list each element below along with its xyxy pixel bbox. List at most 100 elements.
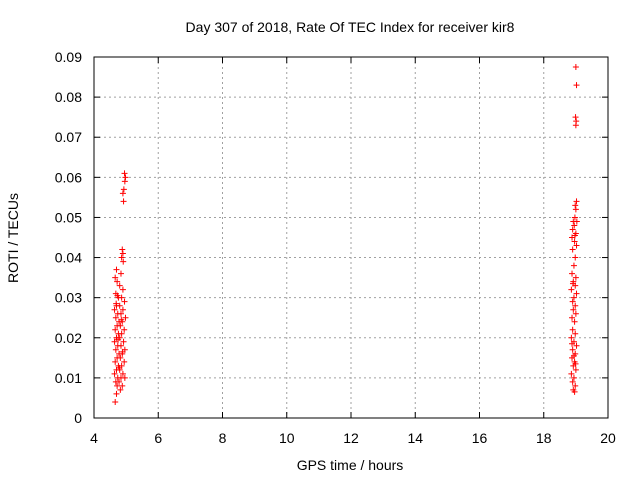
data-point (569, 314, 576, 321)
data-point (571, 214, 578, 221)
data-point (571, 238, 578, 245)
data-point (572, 206, 579, 213)
x-tick-label: 6 (154, 430, 162, 446)
data-point (121, 178, 128, 185)
data-point (121, 326, 128, 333)
data-point (570, 294, 577, 301)
data-point (573, 82, 580, 89)
y-tick-label: 0.04 (55, 250, 82, 266)
y-tick-label: 0 (74, 410, 82, 426)
data-point (116, 364, 123, 371)
data-point (116, 378, 123, 385)
y-tick-label: 0.08 (55, 89, 82, 105)
data-point (114, 278, 121, 285)
data-point (570, 352, 577, 359)
data-point (120, 186, 127, 193)
data-point (122, 174, 129, 181)
data-point (117, 354, 124, 361)
x-tick-label: 20 (600, 430, 616, 446)
data-point (117, 386, 124, 393)
chart-title: Day 307 of 2018, Rate Of TEC Index for r… (186, 19, 515, 35)
data-point (569, 346, 576, 353)
data-point (571, 388, 578, 395)
data-point (571, 318, 578, 325)
data-point (119, 286, 126, 293)
y-tick-label: 0.07 (55, 129, 82, 145)
data-point (115, 336, 122, 343)
data-point (119, 190, 126, 197)
data-point (120, 258, 127, 265)
data-point (119, 348, 126, 355)
data-point (117, 310, 124, 317)
data-point (569, 326, 576, 333)
data-point (111, 338, 118, 345)
y-tick-label: 0.06 (55, 169, 82, 185)
data-point (113, 390, 120, 397)
data-point (116, 282, 123, 289)
data-point (572, 114, 579, 121)
y-tick-label: 0.03 (55, 290, 82, 306)
data-point (571, 222, 578, 229)
x-tick-label: 4 (90, 430, 98, 446)
data-point (119, 306, 126, 313)
data-point (113, 300, 120, 307)
data-point (573, 242, 580, 249)
data-point (569, 226, 576, 233)
x-tick-label: 16 (472, 430, 488, 446)
data-point (118, 316, 125, 323)
data-point (572, 366, 579, 373)
data-point (119, 246, 126, 253)
data-point (119, 382, 126, 389)
axis-ticks: 4 6 8 10 12 14 16 18 20 0 0.01 0.02 0.03 0.04 0.05 0.06… (55, 49, 616, 446)
data-point (569, 378, 576, 385)
data-point (569, 270, 576, 277)
data-point (570, 306, 577, 313)
x-tick-label: 8 (219, 430, 227, 446)
data-points (111, 64, 580, 405)
data-point (569, 246, 576, 253)
y-tick-label: 0.02 (55, 330, 82, 346)
data-point (112, 358, 119, 365)
y-tick-label: 0.05 (55, 209, 82, 225)
data-point (573, 198, 580, 205)
data-point (572, 122, 579, 129)
data-point (112, 326, 119, 333)
data-point (119, 370, 126, 377)
data-point (112, 346, 119, 353)
data-point (112, 314, 119, 321)
data-point (114, 382, 121, 389)
data-point (117, 342, 124, 349)
data-point (117, 270, 124, 277)
data-point (120, 198, 127, 205)
grid (94, 57, 608, 418)
data-point (114, 292, 121, 299)
y-tick-label: 0.09 (55, 49, 82, 65)
data-point (113, 266, 120, 273)
data-point (572, 202, 579, 209)
data-point (121, 170, 128, 177)
data-point (572, 302, 579, 309)
data-point (111, 306, 118, 313)
data-point (120, 338, 127, 345)
data-point (570, 374, 577, 381)
y-axis-label: ROTI / TECUs (5, 193, 21, 283)
data-point (111, 370, 118, 377)
data-point (112, 398, 119, 405)
data-point (568, 334, 575, 341)
y-tick-label: 0.01 (55, 370, 82, 386)
data-point (568, 286, 575, 293)
data-point (570, 262, 577, 269)
data-point (569, 298, 576, 305)
data-point (568, 370, 575, 377)
data-point (570, 218, 577, 225)
data-point (573, 290, 580, 297)
data-point (118, 254, 125, 261)
data-point (569, 340, 576, 347)
x-tick-label: 18 (536, 430, 552, 446)
data-point (112, 274, 119, 281)
data-point (572, 64, 579, 71)
data-point (116, 302, 123, 309)
data-point (118, 330, 125, 337)
x-tick-label: 10 (279, 430, 295, 446)
